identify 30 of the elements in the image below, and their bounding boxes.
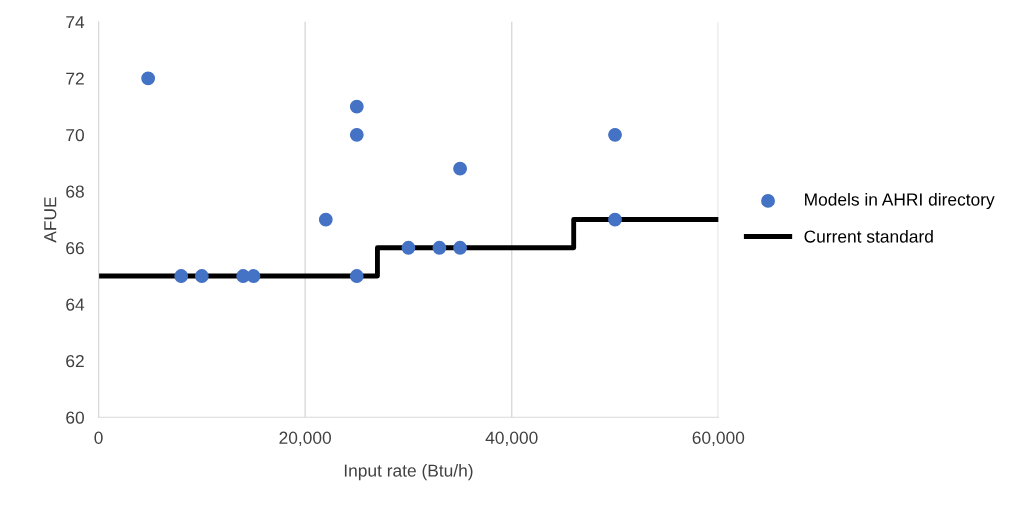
point [349,269,364,283]
y-tick-label: 74 [66,16,85,29]
y-tick-label: 62 [66,354,84,368]
x-tick-label: 40,000 [485,431,538,446]
point [194,269,209,283]
point [401,240,416,255]
legend-label: Models in AHRI directory [805,192,995,210]
x-tick-label: 20,000 [279,431,332,446]
point [174,269,189,283]
point [141,71,156,86]
point [608,212,622,227]
legend-label: Current standard [804,229,933,243]
point [349,99,364,114]
x-tick-label: 60,000 [692,431,745,446]
x-axis-title: Input rate (Btu/h) [344,464,473,481]
y-tick-label: 72 [66,72,84,85]
x-tick-label: 0 [94,431,103,444]
point [608,127,622,142]
point [318,212,333,227]
point [246,269,261,283]
y-tick-label: 64 [66,298,85,311]
point [349,127,364,142]
point [453,161,467,176]
y-tick-label: 66 [66,241,84,255]
y-tick-label: 60 [66,411,84,424]
point [453,240,467,255]
y-tick-label: 68 [66,185,84,198]
y-tick-label: 70 [66,128,84,142]
y-axis-title: AFUE [44,197,57,243]
point [432,240,447,255]
